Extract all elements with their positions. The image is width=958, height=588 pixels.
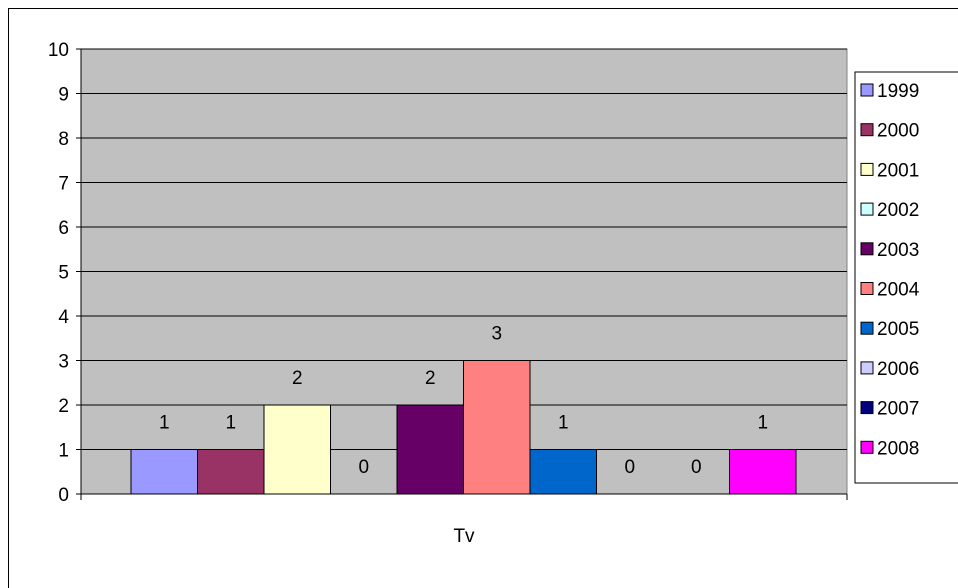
legend-swatch-2002 (860, 202, 874, 216)
bar-2004[interactable] (463, 360, 531, 495)
legend-swatch-2004 (860, 282, 874, 295)
legend-swatch-2005 (860, 321, 874, 335)
bar-2008[interactable] (729, 449, 797, 495)
y-tick-label: 4 (58, 307, 69, 328)
legend-label-2002: 2002 (877, 200, 919, 221)
data-label-2003: 2 (425, 368, 436, 389)
y-tick-label: 2 (58, 396, 69, 417)
bar-2005[interactable] (529, 449, 597, 495)
data-label-2002: 0 (358, 457, 369, 478)
data-label-2008: 1 (757, 413, 768, 434)
y-tick-label: 6 (58, 218, 69, 239)
y-tick-label: 7 (58, 174, 69, 195)
legend-label-2008: 2008 (877, 438, 919, 459)
y-tick-label: 8 (58, 129, 69, 150)
legend-label-2004: 2004 (877, 280, 920, 301)
y-tick-label: 9 (58, 85, 69, 106)
bar-1999[interactable] (130, 449, 198, 495)
legend-label-2006: 2006 (877, 359, 919, 380)
y-tick-label: 10 (48, 40, 69, 61)
legend-swatch-2000 (860, 123, 874, 137)
legend-label-2000: 2000 (877, 121, 919, 142)
legend-label-1999: 1999 (877, 81, 919, 102)
x-category-label: Tv (453, 526, 475, 547)
legend-label-2001: 2001 (877, 160, 919, 181)
y-tick-label: 1 (58, 441, 69, 462)
data-label-2006: 0 (624, 457, 635, 478)
bar-2003[interactable] (396, 404, 464, 495)
chart-frame: 0 1 2 3 4 5 6 7 8 9 10 1 1 2 0 2 3 1 0 0 1 Tv 1999 2000 2001 2002… (8, 8, 958, 588)
legend-swatch-2007 (860, 401, 874, 415)
legend-label-2005: 2005 (877, 319, 919, 340)
data-label-2001: 2 (292, 368, 303, 389)
legend-label-2003: 2003 (877, 240, 919, 261)
data-label-1999: 1 (159, 413, 170, 434)
legend-swatch-2006 (860, 361, 874, 375)
y-tick-label: 3 (58, 352, 69, 373)
legend-swatch-1999 (860, 83, 874, 97)
data-label-2007: 0 (691, 457, 702, 478)
legend-swatch-2003 (860, 242, 874, 256)
legend-label-2007: 2007 (877, 399, 919, 420)
y-tick-label: 5 (58, 263, 69, 284)
bar-2001[interactable] (263, 404, 331, 495)
bar-2000[interactable] (197, 449, 265, 495)
data-label-2000: 1 (225, 413, 236, 434)
legend-swatch-2001 (860, 162, 874, 176)
y-tick-label: 0 (58, 485, 69, 506)
legend (854, 71, 958, 484)
data-label-2005: 1 (558, 413, 569, 434)
legend-swatch-2008 (860, 440, 874, 454)
data-label-2004: 3 (491, 324, 502, 345)
